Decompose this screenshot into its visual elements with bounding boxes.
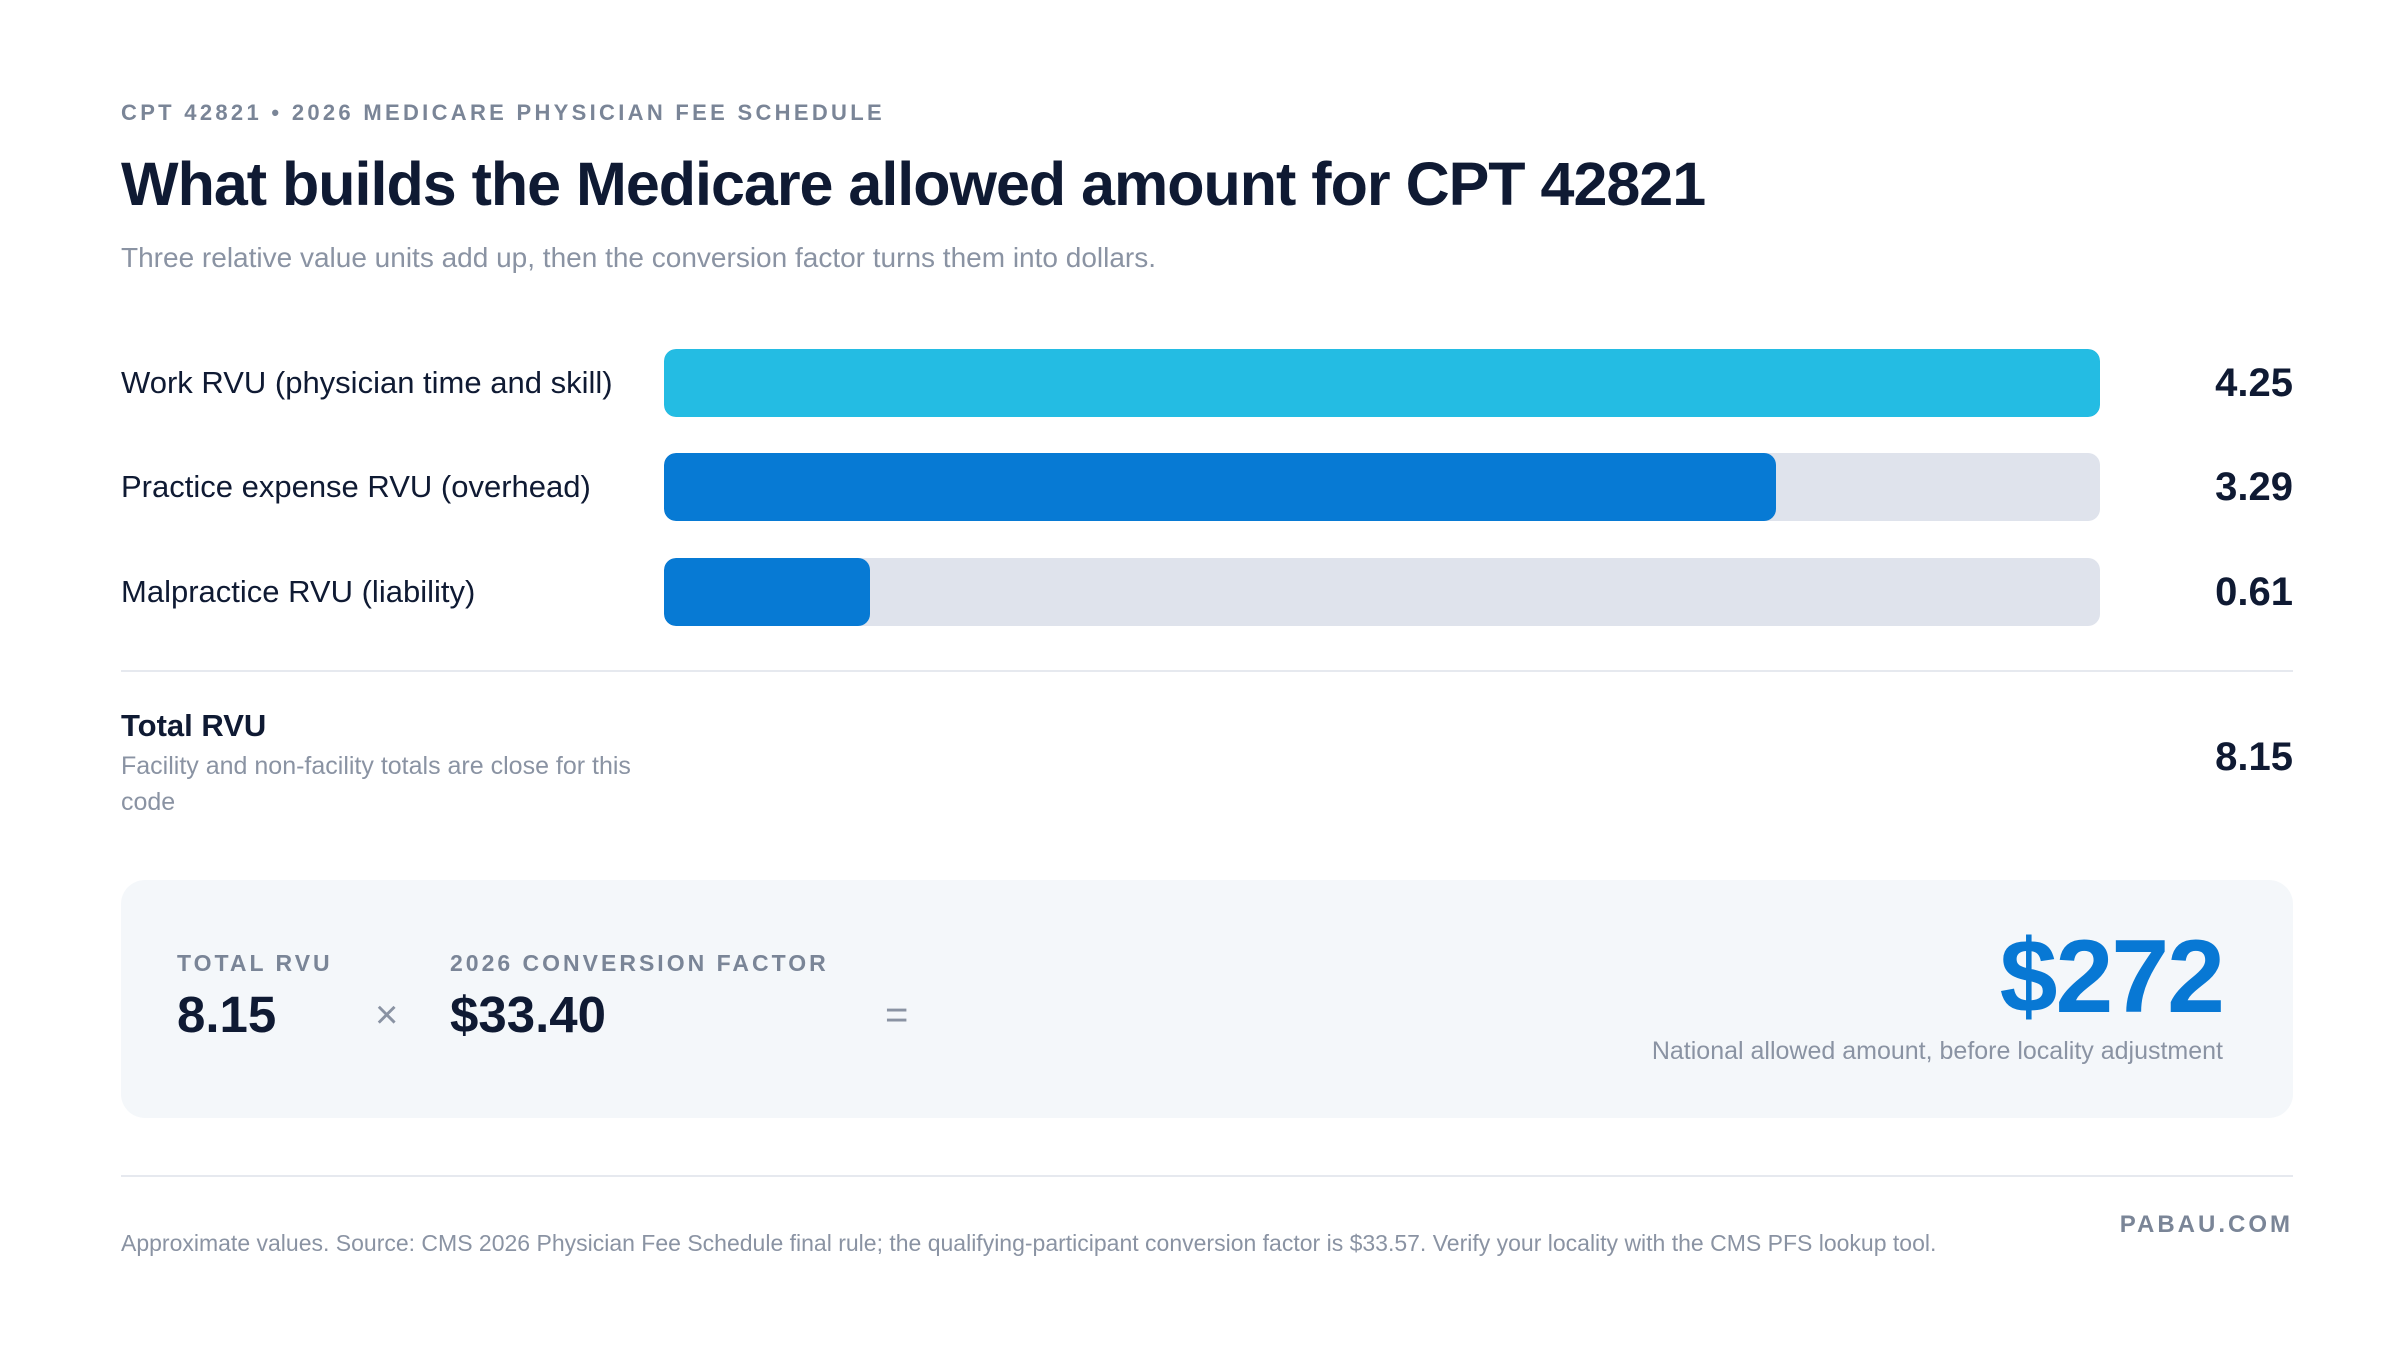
bar-row-work: Work RVU (physician time and skill) 4.25 <box>121 349 2293 417</box>
bar-track <box>664 558 2100 626</box>
total-rvu-figure: 8.15 <box>177 986 277 1043</box>
bar-track <box>664 453 2100 521</box>
total-rvu-label: Total RVU <box>121 708 267 743</box>
bar-value: 4.25 <box>2215 361 2293 405</box>
total-rvu-caption: TOTAL RVU <box>177 950 333 976</box>
bar-row-practice-expense: Practice expense RVU (overhead) 3.29 <box>121 453 2293 521</box>
total-rvu-note: Facility and non-facility totals are clo… <box>121 752 631 816</box>
divider <box>121 670 2293 672</box>
brand-logo: PABAU.COM <box>2119 1211 2293 1238</box>
bar-label: Work RVU (physician time and skill) <box>121 365 613 400</box>
allowed-amount: $272 <box>1999 919 2225 1035</box>
conversion-factor-value: $33.40 <box>450 986 606 1043</box>
page-subtitle: Three relative value units add up, then … <box>121 242 1157 273</box>
bar-track <box>664 349 2100 417</box>
bar-fill <box>664 558 871 626</box>
footer-divider <box>121 1175 2293 1177</box>
equals-sign: = <box>885 993 909 1037</box>
page-title: What builds the Medicare allowed amount … <box>121 150 1706 218</box>
bar-row-malpractice: Malpractice RVU (liability) 0.61 <box>121 558 2293 626</box>
bar-value: 0.61 <box>2215 570 2293 614</box>
allowed-amount-note: National allowed amount, before locality… <box>1651 1037 2223 1065</box>
bar-label: Malpractice RVU (liability) <box>121 574 476 609</box>
calculation-panel <box>121 880 2293 1118</box>
eyebrow: CPT 42821 • 2026 MEDICARE PHYSICIAN FEE … <box>121 100 885 125</box>
bar-fill <box>664 349 2100 417</box>
bar-label: Practice expense RVU (overhead) <box>121 469 591 504</box>
bar-fill <box>664 453 1776 521</box>
bar-value: 3.29 <box>2215 465 2293 509</box>
source-note: Approximate values. Source: CMS 2026 Phy… <box>121 1230 1937 1256</box>
total-rvu-value: 8.15 <box>2215 735 2293 779</box>
conversion-factor-caption: 2026 CONVERSION FACTOR <box>450 950 829 976</box>
multiply-sign: × <box>375 993 399 1037</box>
